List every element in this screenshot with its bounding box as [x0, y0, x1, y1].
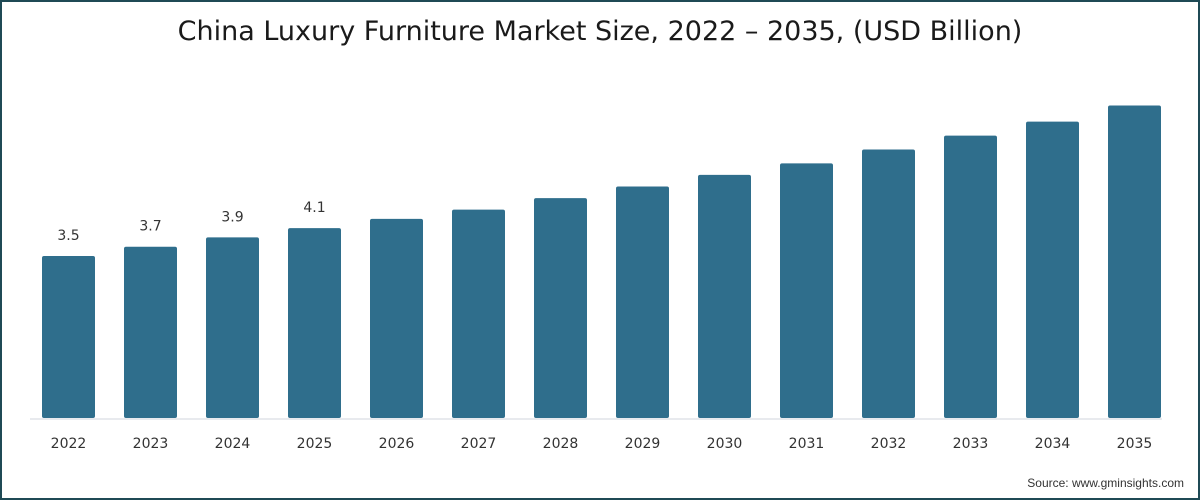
- data-label: 3.7: [139, 219, 161, 235]
- bar-2025: [288, 228, 341, 418]
- x-tick-label: 2022: [51, 436, 87, 452]
- bar-2026: [370, 218, 423, 418]
- bar-2032: [862, 149, 915, 418]
- x-tick-label: 2029: [625, 436, 661, 452]
- source-note: Source: www.gminsights.com: [1027, 476, 1184, 490]
- x-tick-label: 2024: [215, 436, 251, 452]
- x-tick-label: 2031: [789, 436, 825, 452]
- x-tick-label: 2033: [953, 436, 989, 452]
- bar-2031: [780, 163, 833, 418]
- chart-title: China Luxury Furniture Market Size, 2022…: [177, 16, 1023, 47]
- x-tick-label: 2034: [1035, 436, 1071, 452]
- bar-2034: [1026, 121, 1079, 419]
- bar-2028: [534, 198, 587, 418]
- x-tick-label: 2032: [871, 436, 907, 452]
- x-tick-label: 2025: [297, 436, 333, 452]
- bar-2022: [42, 255, 95, 418]
- bar-2033: [944, 135, 997, 418]
- bar-2023: [124, 246, 177, 418]
- bar-2035: [1108, 105, 1161, 418]
- bar-2027: [452, 209, 505, 418]
- data-label: 3.5: [57, 228, 79, 244]
- x-tick-label: 2027: [461, 436, 497, 452]
- bar-2030: [698, 174, 751, 418]
- x-tick-label: 2030: [707, 436, 743, 452]
- data-label: 4.1: [303, 200, 325, 216]
- x-tick-label: 2026: [379, 436, 415, 452]
- x-tick-label: 2023: [133, 436, 169, 452]
- x-tick-label: 2028: [543, 436, 579, 452]
- x-tick-label: 2035: [1117, 436, 1153, 452]
- data-label: 3.9: [221, 209, 243, 225]
- bar-2029: [616, 186, 669, 418]
- bar-2024: [206, 237, 259, 418]
